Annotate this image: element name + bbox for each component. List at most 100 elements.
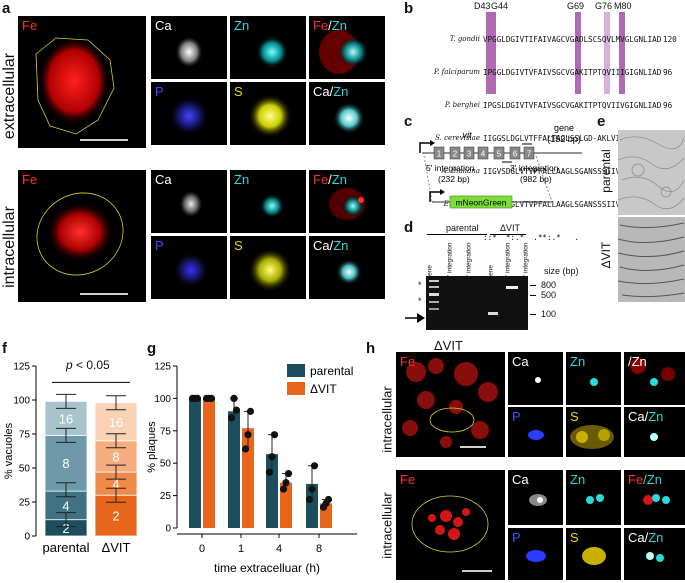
x-tick-label: parental bbox=[43, 540, 90, 555]
panel-label-g: g bbox=[147, 340, 157, 357]
label-fezn-zn: Zn bbox=[331, 172, 347, 187]
data-point bbox=[227, 414, 236, 422]
species-name: P. falciparum bbox=[433, 68, 480, 76]
sequence-row: IPGGLDGIVTVFAIVSGCVGAKITPTQVIIIGIGNLIADA… bbox=[483, 68, 661, 77]
image-fe-extracellular: Fe bbox=[18, 16, 146, 148]
x-axis-label: time extracelluar (h) bbox=[214, 561, 320, 575]
exon-label: 6 bbox=[513, 150, 518, 159]
lane-label: 5' integration bbox=[446, 242, 454, 280]
label-ca: Ca bbox=[512, 354, 529, 369]
species-name: T. gondii bbox=[449, 35, 480, 43]
image-p-extracellular: P bbox=[151, 82, 227, 145]
bar bbox=[242, 428, 254, 528]
x-tick-label: 1 bbox=[238, 543, 244, 555]
h-image-p-2: P bbox=[508, 528, 563, 580]
size-label: size (bp) bbox=[544, 266, 579, 276]
label-fezn-fe: Fe bbox=[628, 472, 644, 487]
label-p: P bbox=[512, 409, 521, 424]
bar bbox=[280, 482, 292, 528]
gel-header-line-parental bbox=[427, 234, 487, 235]
chart-vacuoles: 0 25 50 75 100 125 % vacuoles 2 4 8 16 parental 2 4 8 1… bbox=[3, 362, 138, 555]
x-tick-label: 4 bbox=[276, 543, 282, 555]
x-tick-label: 8 bbox=[316, 543, 322, 555]
position-number: 96 bbox=[663, 101, 673, 110]
label-zn: Zn bbox=[234, 18, 250, 33]
mneongreen-label: mNeonGreen bbox=[455, 198, 506, 208]
bar bbox=[189, 398, 201, 528]
label-fe: Fe bbox=[400, 354, 416, 369]
label-ca: Ca bbox=[512, 472, 529, 487]
y-tick-label: 75 bbox=[160, 426, 172, 437]
label-fezn: Fe/Zn bbox=[313, 18, 347, 33]
y-tick-label: 100 bbox=[13, 396, 30, 407]
int5-size: (232 bp) bbox=[438, 174, 470, 184]
y-tick-label: 100 bbox=[154, 394, 171, 405]
label-p: P bbox=[155, 84, 164, 99]
image-fezn-intracellular: Fe/Zn bbox=[309, 170, 385, 233]
panel-label-a: a bbox=[2, 0, 11, 17]
gel-arrow bbox=[405, 313, 425, 323]
segment-label: 16 bbox=[109, 415, 123, 430]
pvalue-p: p bbox=[66, 358, 73, 372]
highlight-d43-g44 bbox=[486, 12, 496, 94]
legend-swatch bbox=[287, 382, 305, 395]
gel-header-line-dvit bbox=[490, 234, 526, 235]
position-number: 96 bbox=[663, 68, 673, 77]
label-cazn-ca: Ca/ bbox=[313, 238, 334, 253]
label-p: P bbox=[155, 238, 164, 253]
size-tick bbox=[530, 295, 536, 296]
label-fezn-zn: /Zn bbox=[628, 354, 647, 369]
label-cazn-zn: Zn bbox=[648, 409, 664, 424]
int3-label: 3' integration bbox=[510, 163, 559, 173]
label-cazn-zn: Zn bbox=[333, 84, 349, 99]
highlight-g76 bbox=[604, 12, 610, 94]
residue-label: G69 bbox=[567, 1, 585, 11]
lane-label: 3' integration bbox=[522, 242, 530, 280]
bar-segment bbox=[44, 434, 88, 492]
y-tick-label: 125 bbox=[154, 362, 171, 373]
vit-label: vit bbox=[463, 130, 472, 140]
h-row-label-2: intracellular bbox=[379, 492, 395, 559]
label-zn: Zn bbox=[234, 172, 250, 187]
data-point bbox=[310, 462, 319, 470]
image-ca-extracellular: Ca bbox=[151, 16, 227, 79]
residue-label: D43 bbox=[474, 1, 491, 11]
species-name: S. cerevisiae bbox=[435, 134, 480, 142]
label-fezn-sep: / bbox=[328, 172, 332, 187]
label-fe: Fe bbox=[22, 18, 38, 33]
image-p-intracellular: P bbox=[151, 236, 227, 299]
h-image-fe-2: Fe bbox=[396, 470, 505, 580]
size-value: 800 bbox=[541, 280, 557, 290]
panel-label-c: c bbox=[404, 113, 413, 130]
h-image-cazn-2: Ca/Zn bbox=[624, 528, 685, 580]
image-ca-intracellular: Ca bbox=[151, 170, 227, 233]
image-s-extracellular: S bbox=[230, 82, 306, 145]
panel-label-h: h bbox=[366, 340, 376, 357]
label-cazn: Ca/Zn bbox=[313, 84, 348, 99]
lane-label: 5' integration bbox=[504, 242, 512, 280]
data-point bbox=[246, 407, 255, 415]
gene-size: (152 bp) bbox=[547, 134, 581, 144]
sequence-row: IIGGSLDGLVTFFALTAGLSSLGD-AKLVIVGFAELISGA… bbox=[483, 134, 661, 143]
label-ca: Ca bbox=[155, 18, 172, 33]
row-label-intracellular: intracellular bbox=[1, 206, 18, 288]
alignment-panel: D43 G44 G69 G76 M80 T. gondii P. falcipa… bbox=[420, 0, 685, 242]
data-point bbox=[279, 485, 288, 493]
bar bbox=[306, 483, 318, 528]
segment-label: 8 bbox=[62, 456, 69, 471]
y-tick-label: 75 bbox=[19, 430, 31, 441]
image-zn-extracellular: Zn bbox=[230, 16, 306, 79]
label-p: P bbox=[512, 530, 521, 545]
exon-label: 5 bbox=[497, 150, 502, 159]
image-s-intracellular: S bbox=[230, 236, 306, 299]
label-cazn: Ca/Zn bbox=[628, 409, 663, 424]
label-s: S bbox=[570, 530, 579, 545]
h-title: ΔVIT bbox=[434, 338, 463, 353]
image-fezn-extracellular: Fe/Zn bbox=[309, 16, 385, 79]
y-axis-label: % plaques bbox=[147, 421, 158, 473]
label-fezn-fe: Fe bbox=[313, 172, 329, 187]
label-fezn-zn: Zn bbox=[331, 18, 347, 33]
x-tick-label: 0 bbox=[199, 543, 205, 555]
exon-label: 1 bbox=[437, 150, 442, 159]
sequence-row: IPGSLDGIVTVFAIVSGCVGAKITPTQVIIVGIGNLIADA… bbox=[483, 101, 661, 110]
